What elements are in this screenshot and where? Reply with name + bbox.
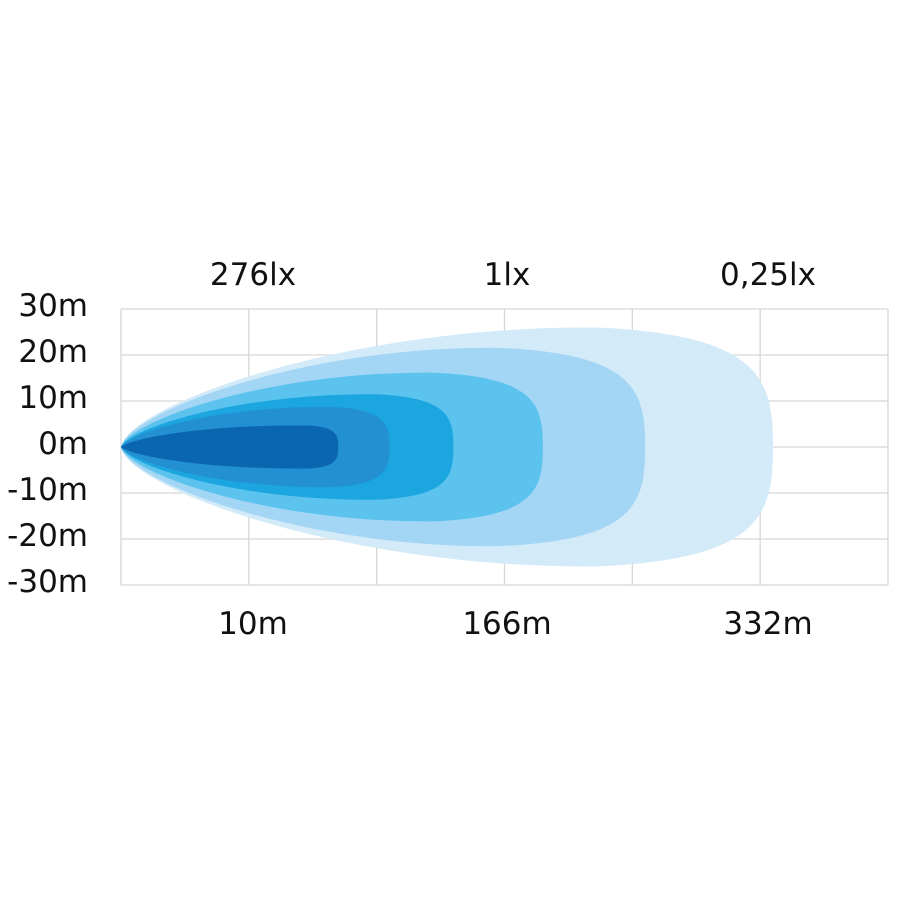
top-label-3: 0,25lx [720, 257, 816, 293]
bottom-label-3: 332m [723, 606, 813, 642]
contours [121, 327, 773, 567]
y-tick: 20m [18, 334, 88, 370]
contour-6 [121, 425, 339, 469]
y-tick: 30m [18, 288, 88, 324]
y-tick: 10m [18, 380, 88, 416]
bottom-label-2: 166m [462, 606, 552, 642]
y-tick: -20m [7, 518, 88, 554]
top-label-1: 276lx [209, 257, 297, 293]
top-label-2: 1lx [483, 257, 531, 293]
bottom-label-1: 10m [218, 606, 288, 642]
y-tick: -30m [7, 564, 88, 600]
y-tick: -10m [7, 472, 88, 508]
y-tick: 0m [38, 426, 88, 462]
